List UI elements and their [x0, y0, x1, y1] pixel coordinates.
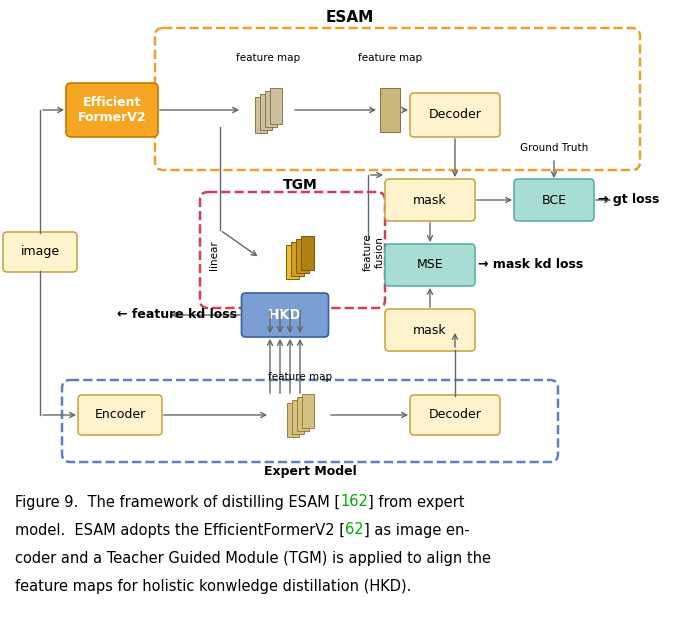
FancyBboxPatch shape: [410, 395, 500, 435]
FancyBboxPatch shape: [385, 244, 475, 286]
Text: Expert Model: Expert Model: [264, 466, 357, 478]
Text: Ground Truth: Ground Truth: [520, 143, 588, 153]
Bar: [380, 88, 400, 132]
Text: linear: linear: [209, 240, 219, 270]
FancyBboxPatch shape: [514, 179, 594, 221]
Bar: [296, 239, 309, 272]
FancyBboxPatch shape: [385, 309, 475, 351]
Text: coder and a Teacher Guided Module (TGM) is applied to align the: coder and a Teacher Guided Module (TGM) …: [15, 551, 491, 565]
Text: → gt loss: → gt loss: [598, 193, 660, 207]
Text: feature
fusion: feature fusion: [363, 233, 385, 271]
Bar: [302, 394, 314, 427]
Bar: [291, 399, 304, 433]
Bar: [269, 87, 281, 124]
Text: Decoder: Decoder: [429, 108, 481, 121]
FancyBboxPatch shape: [385, 179, 475, 221]
Text: → mask kd loss: → mask kd loss: [478, 258, 583, 272]
Text: ] from expert: ] from expert: [368, 494, 464, 510]
Text: mask: mask: [413, 193, 447, 207]
Text: BCE: BCE: [542, 193, 567, 207]
Text: HKD: HKD: [268, 308, 302, 322]
FancyBboxPatch shape: [78, 395, 162, 435]
Text: mask: mask: [413, 323, 447, 336]
Text: ] as image en-: ] as image en-: [363, 523, 469, 537]
Text: feature map: feature map: [236, 53, 300, 63]
Bar: [286, 244, 299, 279]
Bar: [297, 396, 308, 431]
Text: Encoder: Encoder: [94, 408, 145, 422]
FancyBboxPatch shape: [66, 83, 158, 137]
Text: Decoder: Decoder: [429, 408, 481, 422]
Text: Efficient
FormerV2: Efficient FormerV2: [77, 96, 146, 124]
Text: feature map: feature map: [358, 53, 422, 63]
Text: MSE: MSE: [417, 258, 444, 272]
Bar: [264, 91, 277, 126]
Text: feature map: feature map: [268, 372, 332, 382]
Bar: [301, 235, 314, 269]
Text: ← feature kd loss: ← feature kd loss: [117, 309, 237, 322]
Text: 62: 62: [345, 523, 363, 537]
Bar: [254, 96, 267, 133]
Bar: [291, 242, 304, 276]
FancyBboxPatch shape: [410, 93, 500, 137]
Bar: [260, 94, 271, 130]
Text: model.  ESAM adopts the EfficientFormerV2 [: model. ESAM adopts the EfficientFormerV2…: [15, 523, 345, 537]
Text: image: image: [20, 246, 60, 258]
Text: TGM: TGM: [283, 178, 318, 192]
Text: ESAM: ESAM: [326, 10, 374, 26]
Text: 162: 162: [340, 494, 368, 510]
FancyBboxPatch shape: [242, 293, 328, 337]
Bar: [287, 403, 299, 436]
Text: Figure 9.  The framework of distilling ESAM [: Figure 9. The framework of distilling ES…: [15, 494, 340, 510]
FancyBboxPatch shape: [3, 232, 77, 272]
Text: feature maps for holistic konwledge distillation (HKD).: feature maps for holistic konwledge dist…: [15, 579, 411, 593]
